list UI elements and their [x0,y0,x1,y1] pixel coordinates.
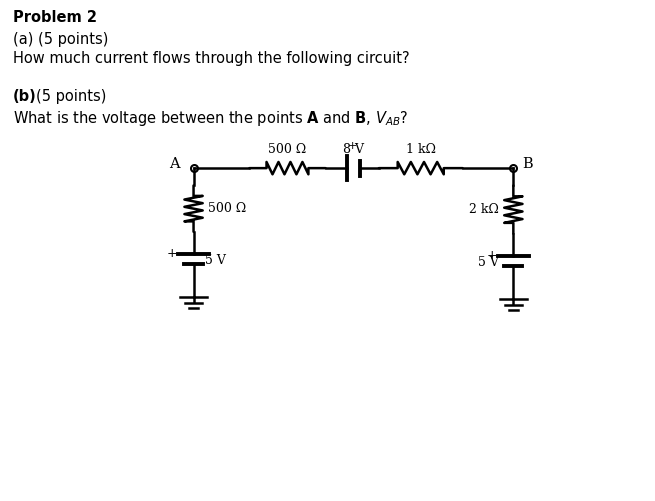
Text: B: B [523,157,533,171]
Text: 1 kΩ: 1 kΩ [405,143,436,156]
Text: 5 V: 5 V [205,254,225,267]
Text: 2 kΩ: 2 kΩ [469,203,499,216]
Text: Problem 2: Problem 2 [13,10,97,25]
Text: +: + [348,141,358,151]
Text: 500 Ω: 500 Ω [208,202,246,215]
Text: 8 V: 8 V [343,143,364,156]
Text: A: A [169,157,179,171]
Text: +: + [487,249,497,262]
Text: (b): (b) [13,89,37,104]
Text: 5 V: 5 V [477,256,498,269]
Text: +: + [166,247,178,261]
Text: How much current flows through the following circuit?: How much current flows through the follo… [13,51,410,66]
Text: (a) (5 points): (a) (5 points) [13,32,109,47]
Text: (5 points): (5 points) [36,89,106,104]
Text: 500 Ω: 500 Ω [269,143,307,156]
Text: What is the voltage between the points $\mathbf{A}$ and $\mathbf{B}$, $V_{AB}$?: What is the voltage between the points $… [13,109,408,128]
